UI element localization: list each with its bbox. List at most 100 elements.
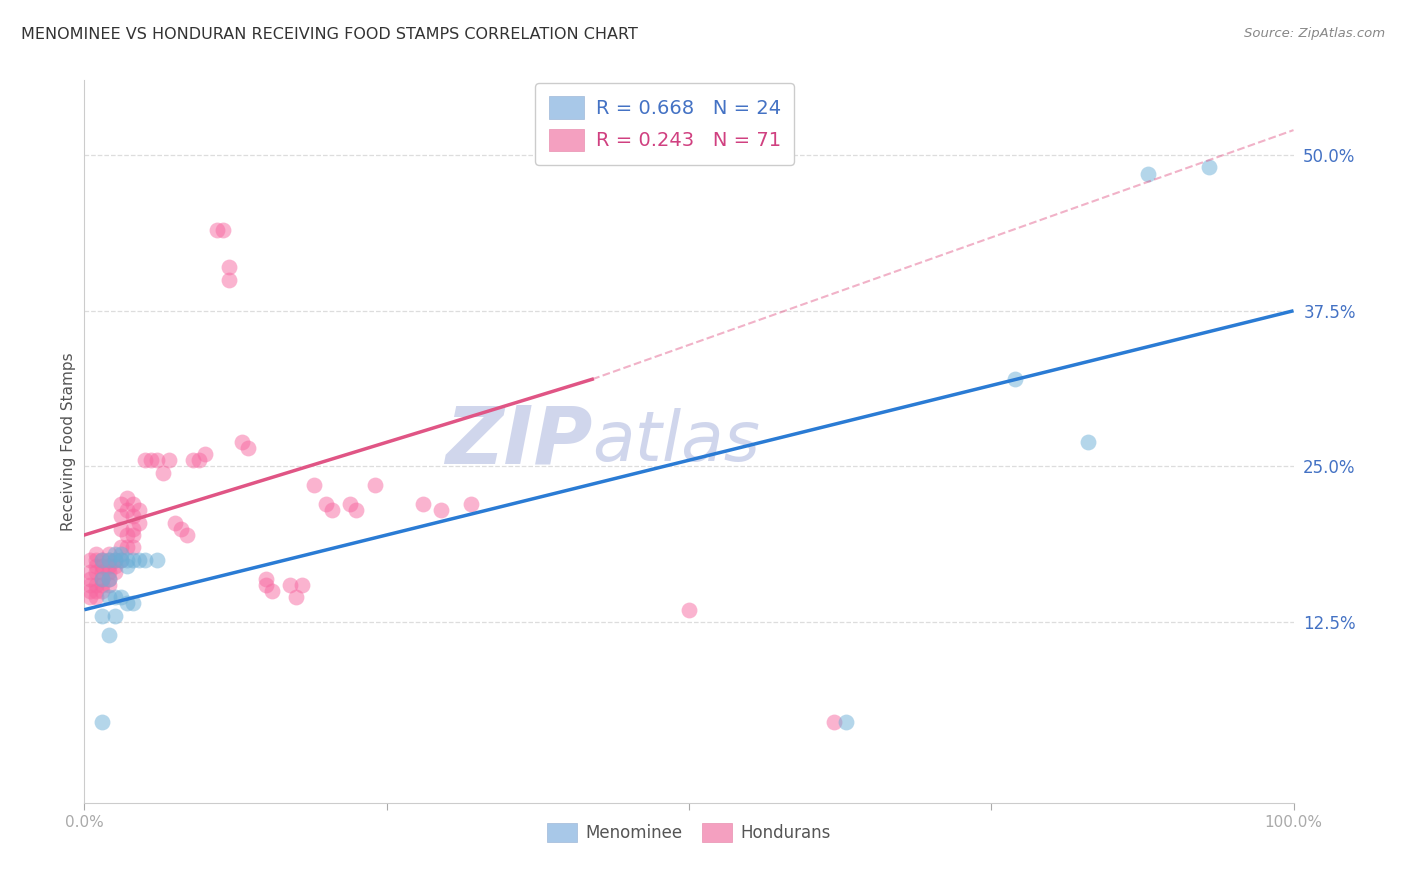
- Point: [97, 559, 120, 574]
- Point: [110, 522, 132, 536]
- Point: [291, 578, 314, 592]
- Point: [412, 497, 434, 511]
- Point: [104, 553, 127, 567]
- Point: [79, 572, 101, 586]
- Point: [86, 559, 108, 574]
- Point: [91, 559, 114, 574]
- Text: MENOMINEE VS HONDURAN RECEIVING FOOD STAMPS CORRELATION CHART: MENOMINEE VS HONDURAN RECEIVING FOOD STA…: [21, 27, 638, 42]
- Point: [218, 260, 240, 274]
- Point: [91, 566, 114, 580]
- Point: [91, 572, 114, 586]
- Legend: Menominee, Hondurans: Menominee, Hondurans: [540, 816, 838, 848]
- Point: [260, 584, 283, 599]
- Point: [121, 528, 143, 542]
- Point: [97, 627, 120, 641]
- Text: ZIP: ZIP: [444, 402, 592, 481]
- Point: [146, 453, 169, 467]
- Point: [121, 553, 143, 567]
- Point: [104, 591, 127, 605]
- Point: [1137, 167, 1160, 181]
- Point: [110, 553, 132, 567]
- Point: [284, 591, 308, 605]
- Point: [121, 509, 143, 524]
- Point: [97, 547, 120, 561]
- Point: [231, 434, 253, 449]
- Point: [91, 714, 114, 729]
- Point: [121, 541, 143, 555]
- Text: Source: ZipAtlas.com: Source: ZipAtlas.com: [1244, 27, 1385, 40]
- Point: [86, 553, 108, 567]
- Point: [97, 553, 120, 567]
- Point: [339, 497, 361, 511]
- Point: [302, 478, 325, 492]
- Point: [121, 497, 143, 511]
- Point: [110, 553, 132, 567]
- Point: [79, 553, 101, 567]
- Y-axis label: Receiving Food Stamps: Receiving Food Stamps: [60, 352, 76, 531]
- Point: [110, 547, 132, 561]
- Point: [165, 516, 187, 530]
- Point: [104, 566, 127, 580]
- Point: [110, 509, 132, 524]
- Point: [152, 466, 174, 480]
- Point: [91, 584, 114, 599]
- Point: [254, 572, 277, 586]
- Point: [823, 714, 845, 729]
- Point: [157, 453, 180, 467]
- Point: [121, 597, 143, 611]
- Point: [207, 223, 229, 237]
- Point: [678, 603, 700, 617]
- Point: [170, 522, 193, 536]
- Point: [115, 553, 138, 567]
- Point: [128, 516, 150, 530]
- Point: [110, 497, 132, 511]
- Point: [104, 553, 127, 567]
- Point: [86, 566, 108, 580]
- Point: [115, 491, 138, 505]
- Point: [115, 528, 138, 542]
- Point: [104, 547, 127, 561]
- Point: [115, 559, 138, 574]
- Point: [139, 453, 162, 467]
- Point: [91, 572, 114, 586]
- Point: [194, 447, 217, 461]
- Point: [254, 578, 277, 592]
- Point: [79, 584, 101, 599]
- Point: [86, 547, 108, 561]
- Point: [79, 578, 101, 592]
- Point: [188, 453, 211, 467]
- Point: [218, 272, 240, 286]
- Point: [115, 503, 138, 517]
- Point: [181, 453, 204, 467]
- Point: [315, 497, 337, 511]
- Point: [134, 553, 156, 567]
- Point: [134, 453, 156, 467]
- Point: [321, 503, 343, 517]
- Text: atlas: atlas: [592, 408, 761, 475]
- Point: [115, 541, 138, 555]
- Point: [97, 553, 120, 567]
- Point: [835, 714, 858, 729]
- Point: [236, 441, 259, 455]
- Point: [1077, 434, 1099, 449]
- Point: [91, 578, 114, 592]
- Point: [121, 522, 143, 536]
- Point: [91, 553, 114, 567]
- Point: [86, 584, 108, 599]
- Point: [97, 572, 120, 586]
- Point: [97, 566, 120, 580]
- Point: [97, 572, 120, 586]
- Point: [97, 578, 120, 592]
- Point: [128, 503, 150, 517]
- Point: [91, 553, 114, 567]
- Point: [128, 553, 150, 567]
- Point: [212, 223, 235, 237]
- Point: [460, 497, 482, 511]
- Point: [79, 591, 101, 605]
- Point: [110, 591, 132, 605]
- Point: [346, 503, 368, 517]
- Point: [363, 478, 385, 492]
- Point: [1198, 161, 1220, 175]
- Point: [86, 591, 108, 605]
- Point: [104, 609, 127, 624]
